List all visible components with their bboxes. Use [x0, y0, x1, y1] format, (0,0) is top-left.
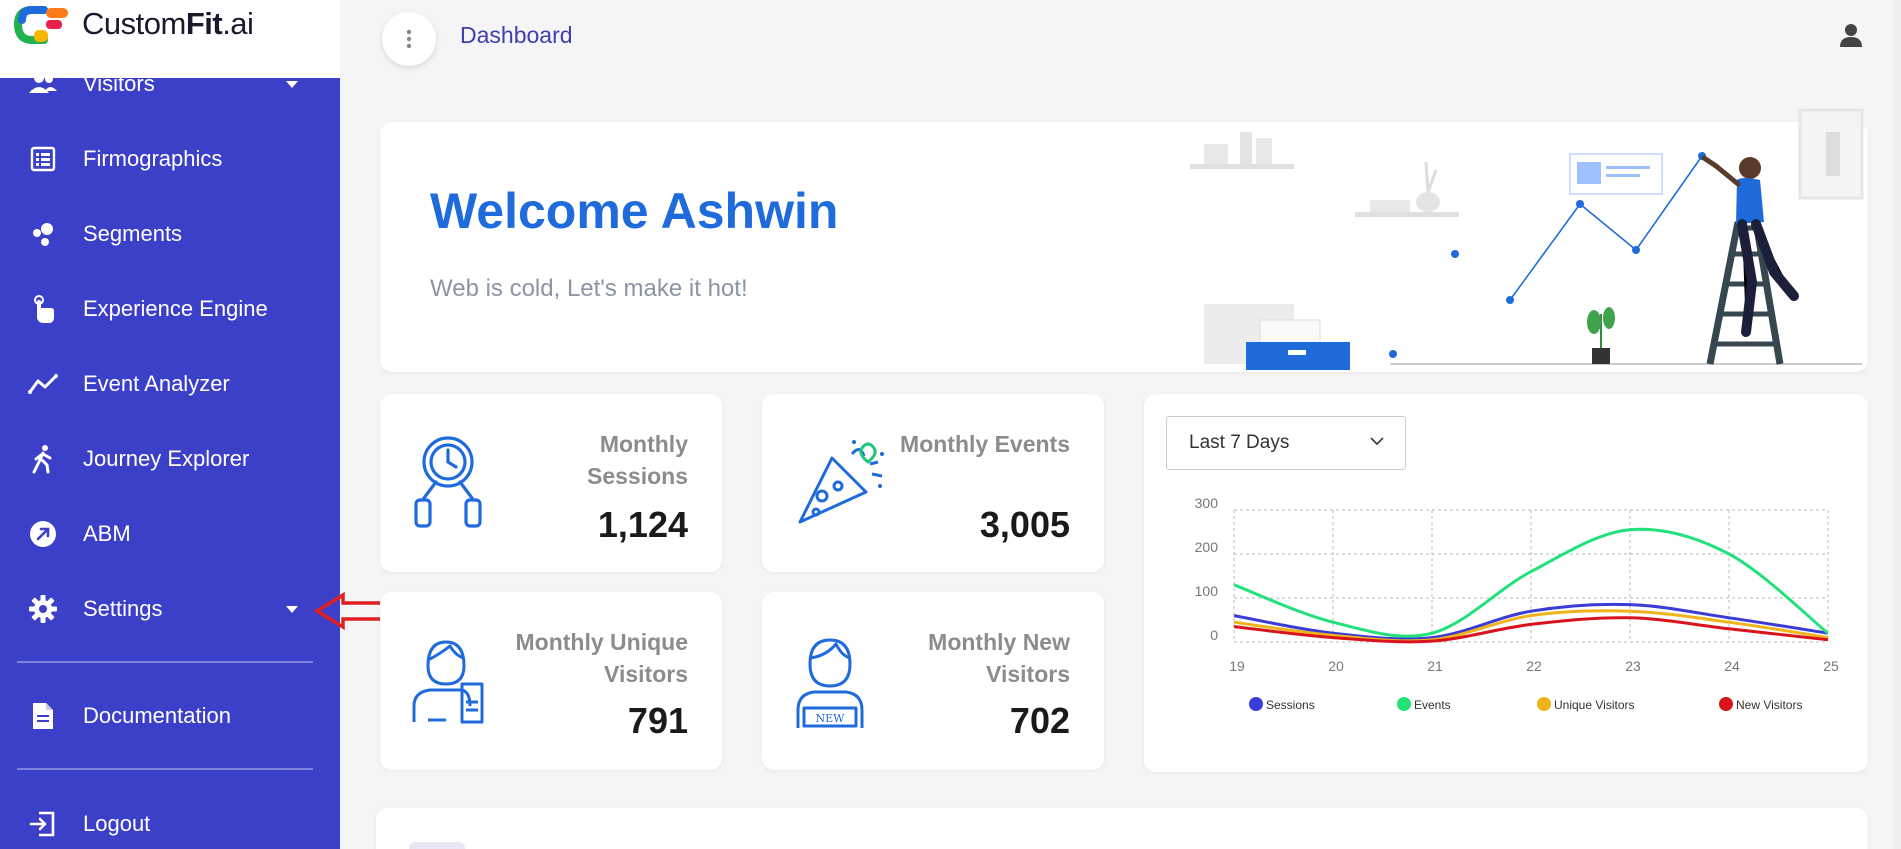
stat-value: 3,005 [979, 504, 1070, 545]
stat-title: Monthly Events [900, 431, 1070, 457]
sidebar: Visitors Firmographics Segments Experien… [0, 0, 340, 849]
x-tick-label: 21 [1427, 658, 1443, 674]
sidebar-item-label: Logout [83, 811, 151, 836]
y-tick-label: 300 [1195, 495, 1219, 511]
bottom-card-chip [409, 842, 465, 849]
list-icon [28, 144, 58, 174]
menu-button[interactable] [382, 12, 436, 66]
bottom-card [376, 808, 1868, 849]
x-tick-label: 23 [1625, 658, 1641, 674]
logout-icon [28, 809, 58, 839]
more-vertical-icon [406, 29, 412, 49]
sidebar-item-logout[interactable]: Logout [0, 794, 340, 849]
stat-title: Monthly New Visitors [928, 629, 1070, 687]
legend-label: Unique Visitors [1554, 698, 1634, 712]
gear-icon [28, 594, 58, 624]
traffic-chart-card: Last 7 Days 300 200 100 0 19 20 21 22 23 24 25 Sess… [1144, 394, 1868, 772]
sidebar-item-documentation[interactable]: Documentation [0, 686, 340, 746]
stopwatch-icon [414, 436, 482, 528]
x-tick-label: 25 [1823, 658, 1839, 674]
welcome-title: Welcome Ashwin [430, 183, 839, 239]
sidebar-item-event-analyzer[interactable]: Event Analyzer [0, 354, 340, 414]
customfit-logo-icon [14, 6, 68, 44]
legend-label: Events [1414, 698, 1451, 712]
x-tick-label: 19 [1229, 658, 1245, 674]
y-tick-label: 200 [1195, 539, 1219, 555]
chevron-down-icon [286, 605, 298, 613]
visitor-ticket-icon [412, 640, 484, 724]
stat-card-new-visitors: NEW Monthly New Visitors 702 [762, 592, 1104, 770]
y-tick-label: 100 [1195, 583, 1219, 599]
sidebar-item-segments[interactable]: Segments [0, 204, 340, 264]
sidebar-divider [17, 768, 313, 770]
user-icon[interactable] [1838, 22, 1864, 48]
line-chart-icon [28, 369, 58, 399]
date-range-value: Last 7 Days [1189, 432, 1290, 453]
sidebar-item-label: Event Analyzer [83, 371, 230, 396]
sidebar-item-label: Firmographics [83, 146, 223, 171]
sidebar-divider [17, 661, 313, 663]
sidebar-item-label: Experience Engine [83, 296, 268, 321]
sidebar-item-journey-explorer[interactable]: Journey Explorer [0, 429, 340, 489]
legend-label: New Visitors [1736, 698, 1802, 712]
scrollbar[interactable] [1893, 0, 1901, 849]
sidebar-item-label: Documentation [83, 703, 231, 728]
legend-marker [1249, 697, 1263, 711]
series-line-events [1233, 527, 1829, 638]
document-icon [28, 701, 58, 731]
logo[interactable]: CustomFit.ai [0, 0, 340, 78]
arrow-circle-icon [28, 519, 58, 549]
svg-text:NEW: NEW [816, 712, 846, 725]
stat-title: Monthly Unique Visitors [515, 629, 688, 687]
touch-icon [28, 294, 58, 324]
walker-icon [28, 444, 58, 474]
line-chart: 300 200 100 0 19 20 21 22 23 24 25 Sessions Events Un… [1195, 495, 1839, 712]
date-range-select[interactable]: Last 7 Days [1166, 416, 1406, 470]
stat-value: 702 [1009, 700, 1070, 741]
x-tick-label: 24 [1724, 658, 1740, 674]
stat-title: Monthly Sessions [587, 431, 688, 489]
legend-marker [1397, 697, 1411, 711]
sidebar-item-label: Segments [83, 221, 183, 246]
stat-card-unique-visitors: Monthly Unique Visitors 791 [380, 592, 722, 770]
x-tick-label: 22 [1526, 658, 1542, 674]
y-tick-label: 0 [1210, 627, 1218, 643]
chevron-down-icon [1370, 437, 1384, 446]
legend-label: Sessions [1266, 698, 1315, 712]
stat-card-events: Monthly Events 3,005 [762, 394, 1104, 572]
series-line-sessions [1233, 602, 1829, 641]
brand-name: CustomFit.ai [82, 6, 254, 41]
segments-icon [28, 219, 58, 249]
party-popper-icon [798, 440, 884, 524]
growth-illustration-icon [1190, 108, 1864, 370]
stat-card-sessions: Monthly Sessions 1,124 [380, 394, 722, 572]
legend-marker [1537, 697, 1551, 711]
welcome-card: Welcome Ashwin Web is cold, Let's make i… [380, 108, 1868, 372]
sidebar-item-label: Settings [83, 596, 163, 621]
series-line-unique-visitors [1233, 609, 1829, 643]
sidebar-item-experience-engine[interactable]: Experience Engine [0, 279, 340, 339]
stat-value: 1,124 [597, 504, 688, 545]
stat-value: 791 [627, 700, 688, 741]
x-tick-label: 20 [1328, 658, 1344, 674]
sidebar-item-settings[interactable]: Settings [0, 579, 340, 639]
welcome-subtitle: Web is cold, Let's make it hot! [430, 275, 748, 302]
chevron-down-icon [286, 80, 298, 88]
sidebar-item-firmographics[interactable]: Firmographics [0, 129, 340, 189]
legend-marker [1719, 697, 1733, 711]
sidebar-item-label: ABM [83, 521, 131, 546]
new-visitor-icon: NEW [796, 638, 864, 728]
breadcrumb[interactable]: Dashboard [460, 22, 573, 48]
series-line-new-visitors [1233, 616, 1829, 644]
sidebar-item-abm[interactable]: ABM [0, 504, 340, 564]
sidebar-item-label: Journey Explorer [83, 446, 250, 471]
